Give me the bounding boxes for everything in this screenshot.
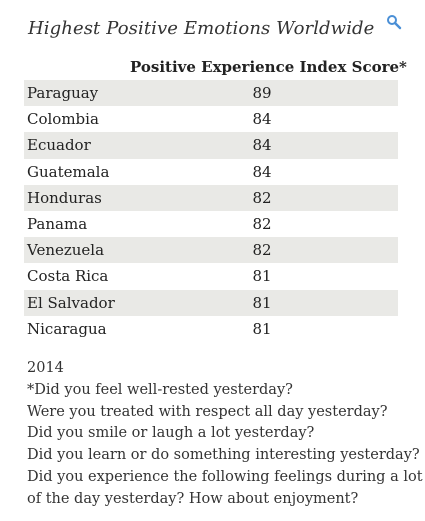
table-row: Colombia 84 — [24, 106, 398, 132]
column-header: Positive Experience Index Score* — [130, 58, 407, 76]
score-value: 81 — [252, 319, 272, 338]
table-row: El Salvador 81 — [24, 289, 398, 316]
score-value: 89 — [252, 84, 272, 102]
score-value: 81 — [252, 293, 272, 312]
footnote-line: Did you experience the following feeling… — [27, 468, 423, 485]
footnotes: 2014 *Did you feel well-rested yesterday… — [27, 358, 423, 511]
table-row: Honduras 82 — [24, 184, 398, 211]
country-label: Guatemala — [27, 162, 110, 181]
country-label: Costa Rica — [27, 267, 109, 286]
country-label: Venezuela — [27, 241, 105, 260]
country-label: Nicaragua — [27, 319, 107, 338]
search-icon[interactable] — [386, 14, 402, 30]
table-row: Panama 82 — [24, 211, 398, 237]
table-row: Paraguay 89 — [24, 80, 398, 107]
table-row: Ecuador 84 — [24, 132, 398, 159]
table-row: Costa Rica 81 — [24, 263, 398, 289]
country-label: Panama — [27, 214, 88, 233]
score-value: 81 — [252, 267, 272, 286]
table-row: Guatemala 84 — [24, 159, 398, 185]
country-label: Ecuador — [27, 136, 91, 155]
page-title: Highest Positive Emotions Worldwide — [28, 18, 375, 39]
score-table: Paraguay 89 Colombia 84 Ecuador 84 Guatemala 84… — [24, 80, 398, 342]
country-label: Paraguay — [27, 84, 99, 102]
country-label: Honduras — [27, 188, 102, 207]
table-row: Venezuela 82 — [24, 237, 398, 264]
footnote-line: *Did you feel well-rested yesterday? — [27, 381, 293, 398]
score-value: 82 — [252, 214, 272, 233]
footnote-line: Were you treated with respect all day ye… — [27, 403, 388, 420]
score-value: 82 — [252, 241, 272, 260]
score-value: 84 — [252, 162, 272, 181]
footnote-year: 2014 — [27, 360, 64, 376]
table-row: Nicaragua 81 — [24, 316, 398, 342]
score-value: 82 — [252, 188, 272, 207]
footnote-line: of the day yesterday? How about enjoymen… — [27, 490, 359, 507]
footnote-line: Did you learn or do something interestin… — [27, 447, 420, 464]
score-value: 84 — [252, 110, 272, 129]
score-value: 84 — [252, 136, 272, 155]
country-label: El Salvador — [27, 293, 115, 312]
country-label: Colombia — [27, 110, 99, 129]
footnote-line: Did you smile or laugh a lot yesterday? — [27, 425, 315, 442]
